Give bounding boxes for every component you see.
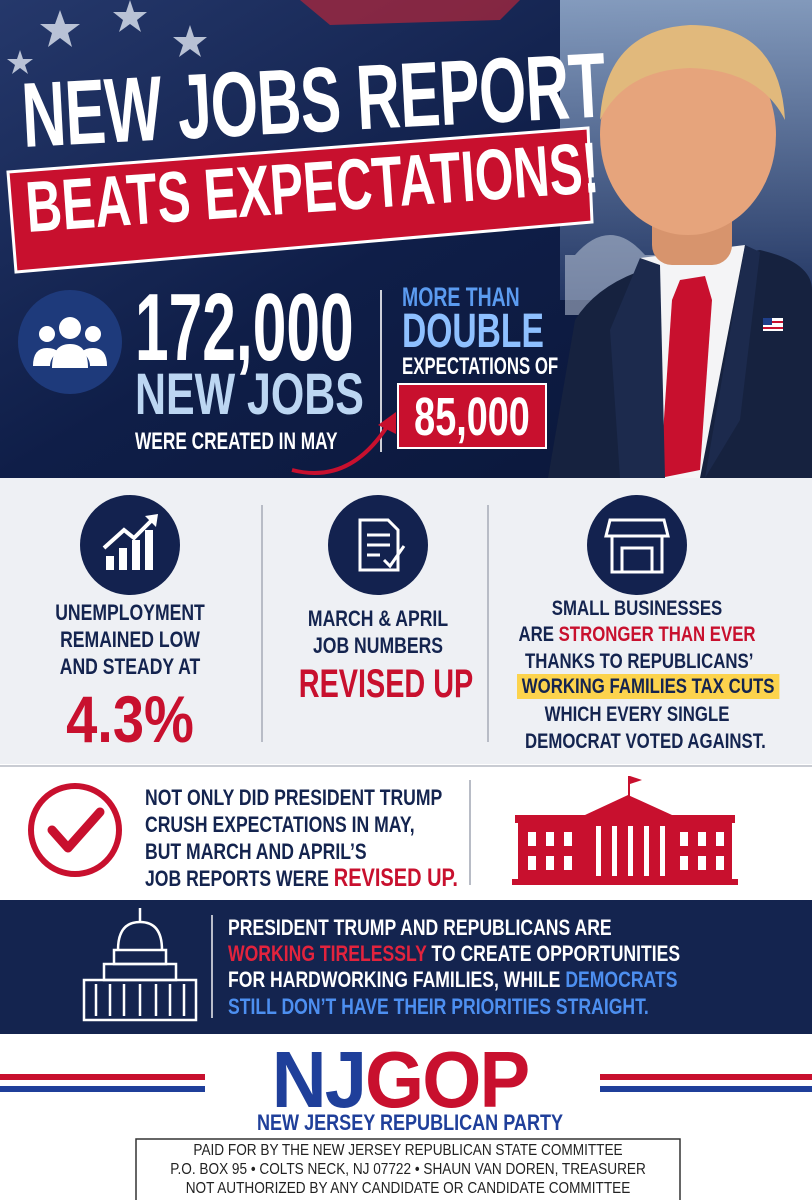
disclaimer-line: PAID FOR BY THE NEW JERSEY REPUBLICAN ST… bbox=[193, 1142, 623, 1159]
flag-stripe bbox=[300, 0, 520, 25]
chart-icon-circle bbox=[80, 495, 180, 595]
business-text: ARE bbox=[518, 623, 554, 646]
business-line: THANKS TO REPUBLICANS’ bbox=[525, 650, 754, 673]
business-highlight: STRONGER THAN EVER bbox=[558, 623, 756, 646]
portrait bbox=[548, 25, 812, 478]
expectations-text: EXPECTATIONS OF bbox=[402, 353, 559, 380]
flag-stars bbox=[7, 0, 207, 74]
expectations-emphasis: DOUBLE bbox=[402, 305, 544, 358]
message-line: FOR HARDWORKING FAMILIES, WHILE DEMOCRAT… bbox=[228, 969, 677, 991]
business-line: SMALL BUSINESSES bbox=[551, 597, 723, 620]
note-line: BUT MARCH AND APRIL’S bbox=[145, 839, 367, 864]
business-tax-cuts: WORKING FAMILIES TAX CUTS bbox=[517, 674, 780, 699]
note-highlight: REVISED UP. bbox=[333, 864, 458, 892]
logo-gop: GOP bbox=[365, 1035, 530, 1124]
revisions-value: REVISED UP bbox=[298, 662, 474, 706]
store-icon bbox=[604, 518, 670, 574]
expectations-number: 85,000 bbox=[414, 387, 530, 447]
note-line: NOT ONLY DID PRESIDENT TRUMP bbox=[145, 785, 443, 810]
footer-stripes bbox=[0, 1074, 812, 1092]
business-line: DEMOCRAT VOTED AGAINST. bbox=[525, 730, 766, 753]
business-line: ARE STRONGER THAN EVER bbox=[517, 624, 757, 645]
message-highlight: WORKING TIRELESSLY bbox=[228, 941, 427, 966]
unemployment-line: AND STEADY AT bbox=[59, 654, 201, 679]
revisions-line: MARCH & APRIL bbox=[307, 606, 449, 631]
document-icon bbox=[358, 518, 406, 572]
business-line: WHICH EVERY SINGLE bbox=[544, 703, 730, 726]
message-line: PRESIDENT TRUMP AND REPUBLICANS ARE bbox=[228, 915, 612, 940]
chart-icon bbox=[102, 514, 158, 570]
unemployment-line: UNEMPLOYMENT bbox=[55, 600, 205, 625]
note-text: JOB REPORTS WERE bbox=[145, 866, 329, 891]
disclaimer-line: NOT AUTHORIZED BY ANY CANDIDATE OR CANDI… bbox=[185, 1180, 631, 1197]
arrow bbox=[291, 423, 390, 475]
note-line: JOB REPORTS WERE REVISED UP. bbox=[145, 866, 458, 891]
jobs-caption: WERE CREATED IN MAY bbox=[135, 428, 338, 455]
people-icon-circle bbox=[18, 290, 122, 394]
logo-nj: NJ bbox=[271, 1035, 367, 1124]
white-house-windows bbox=[528, 826, 724, 876]
disclaimer-box bbox=[135, 1138, 681, 1200]
message-text: FOR HARDWORKING FAMILIES, WHILE bbox=[228, 967, 561, 992]
capitol-icon bbox=[82, 908, 198, 1022]
arrow-head bbox=[378, 412, 396, 434]
party-name: NEW JERSEY REPUBLICAN PARTY bbox=[256, 1110, 564, 1135]
revisions-line: JOB NUMBERS bbox=[312, 633, 444, 658]
disclaimer-line: P.O. BOX 95 • COLTS NECK, NJ 07722 • SHA… bbox=[170, 1161, 646, 1178]
check-circle bbox=[28, 783, 122, 877]
message-text: TO CREATE OPPORTUNITIES bbox=[431, 941, 681, 966]
subtitle-banner bbox=[6, 126, 594, 274]
people-icon bbox=[33, 317, 107, 368]
unemployment-line: REMAINED LOW bbox=[60, 627, 200, 652]
message-highlight: DEMOCRATS bbox=[565, 967, 678, 992]
business-line: WORKING FAMILIES TAX CUTS bbox=[517, 674, 780, 699]
note-line: CRUSH EXPECTATIONS IN MAY, bbox=[145, 812, 415, 837]
logo: NJGOP bbox=[210, 1040, 590, 1120]
check-mark bbox=[47, 807, 105, 853]
expectation-box bbox=[397, 383, 547, 449]
store-icon-circle bbox=[587, 495, 687, 595]
jobs-label: NEW JOBS bbox=[135, 362, 364, 427]
expectations-intro: MORE THAN bbox=[402, 282, 520, 312]
unemployment-value: 4.3% bbox=[66, 682, 194, 756]
message-line: WORKING TIRELESSLY TO CREATE OPPORTUNITI… bbox=[228, 943, 680, 965]
message-line: STILL DON’T HAVE THEIR PRIORITIES STRAIG… bbox=[228, 994, 649, 1019]
jobs-number: 172,000 bbox=[135, 274, 354, 381]
